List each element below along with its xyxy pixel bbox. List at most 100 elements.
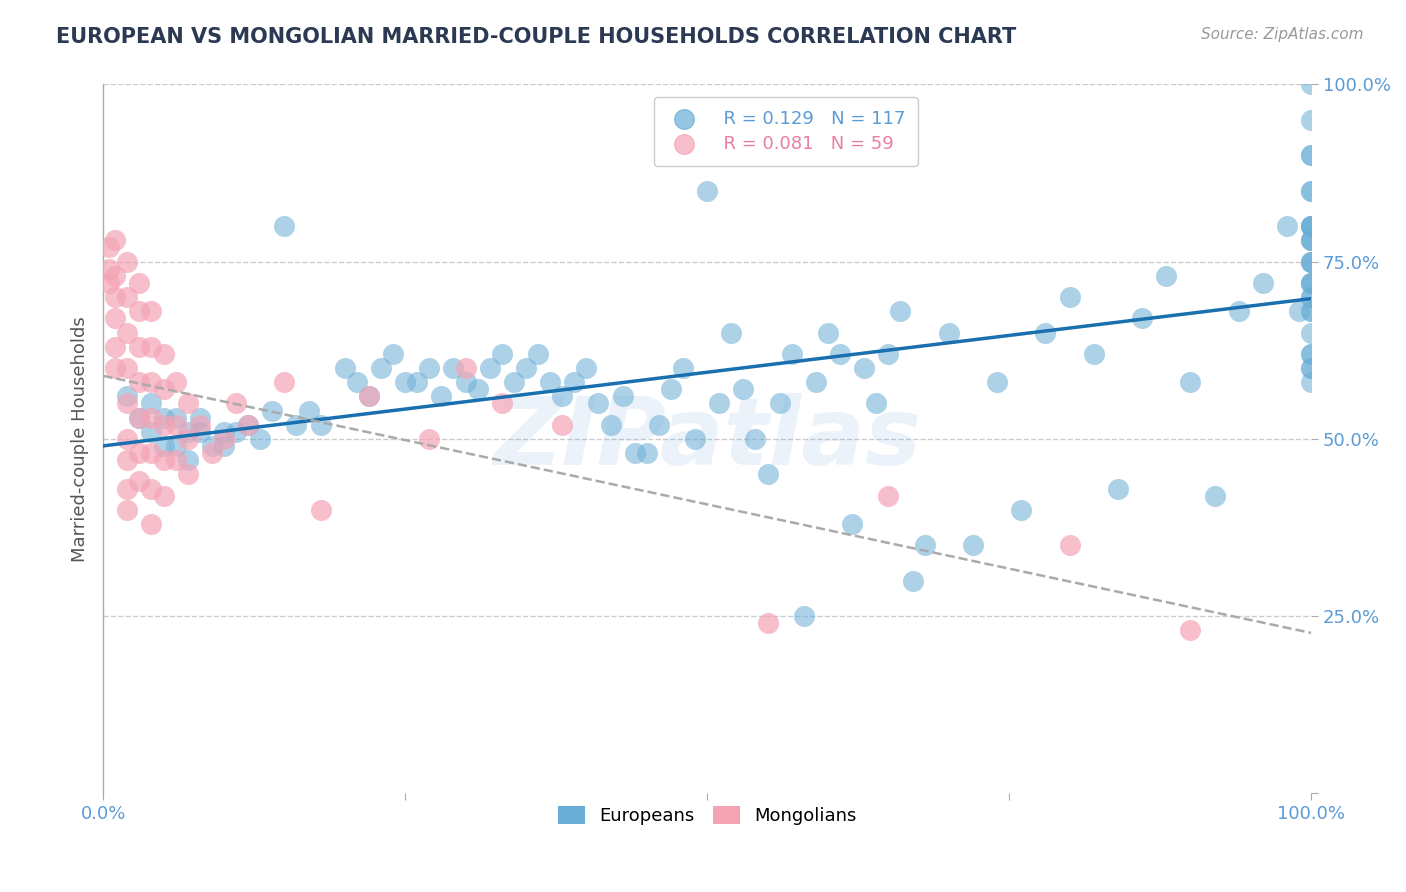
Point xyxy=(889,304,911,318)
Point xyxy=(141,304,163,318)
Point xyxy=(1301,219,1323,234)
Point xyxy=(309,417,332,432)
Point xyxy=(1180,624,1202,638)
Point xyxy=(117,290,139,304)
Point xyxy=(527,347,550,361)
Point xyxy=(188,417,211,432)
Point xyxy=(249,432,271,446)
Point xyxy=(1301,112,1323,127)
Point xyxy=(370,361,392,376)
Point xyxy=(696,184,718,198)
Point xyxy=(273,219,295,234)
Point xyxy=(562,375,585,389)
Point xyxy=(938,326,960,340)
Point xyxy=(309,503,332,517)
Point xyxy=(914,538,936,552)
Point xyxy=(454,361,477,376)
Point xyxy=(128,410,150,425)
Point xyxy=(636,446,658,460)
Point xyxy=(720,326,742,340)
Point xyxy=(1010,503,1032,517)
Point xyxy=(104,290,127,304)
Point xyxy=(188,410,211,425)
Point xyxy=(117,396,139,410)
Point xyxy=(236,417,259,432)
Point xyxy=(176,396,198,410)
Point xyxy=(780,347,803,361)
Point xyxy=(212,432,235,446)
Point xyxy=(176,425,198,439)
Point xyxy=(804,375,827,389)
Point xyxy=(128,340,150,354)
Point xyxy=(659,382,682,396)
Point xyxy=(128,475,150,489)
Point xyxy=(128,446,150,460)
Point xyxy=(744,432,766,446)
Point xyxy=(117,361,139,376)
Point xyxy=(201,439,224,453)
Point xyxy=(141,375,163,389)
Point xyxy=(1301,184,1323,198)
Point xyxy=(98,276,121,290)
Point xyxy=(1301,254,1323,268)
Point xyxy=(623,446,645,460)
Point xyxy=(1301,347,1323,361)
Point xyxy=(357,389,380,403)
Point xyxy=(793,609,815,624)
Point xyxy=(1301,148,1323,162)
Point xyxy=(1301,375,1323,389)
Point xyxy=(551,389,574,403)
Point xyxy=(1083,347,1105,361)
Point xyxy=(709,396,731,410)
Point xyxy=(1107,482,1129,496)
Point xyxy=(1180,375,1202,389)
Point xyxy=(430,389,453,403)
Point xyxy=(165,439,187,453)
Point xyxy=(128,375,150,389)
Point xyxy=(841,516,863,531)
Text: Source: ZipAtlas.com: Source: ZipAtlas.com xyxy=(1201,27,1364,42)
Point xyxy=(1301,304,1323,318)
Point xyxy=(104,340,127,354)
Point xyxy=(1301,290,1323,304)
Point xyxy=(176,453,198,467)
Point xyxy=(1301,361,1323,376)
Point xyxy=(212,425,235,439)
Point xyxy=(1301,234,1323,248)
Point xyxy=(141,340,163,354)
Point xyxy=(1301,234,1323,248)
Point xyxy=(648,417,671,432)
Point xyxy=(212,439,235,453)
Point xyxy=(588,396,610,410)
Point xyxy=(1059,538,1081,552)
Point xyxy=(1301,148,1323,162)
Point xyxy=(152,453,174,467)
Point xyxy=(117,432,139,446)
Point xyxy=(128,410,150,425)
Point xyxy=(1301,184,1323,198)
Point xyxy=(152,347,174,361)
Point xyxy=(599,417,621,432)
Point xyxy=(962,538,984,552)
Point xyxy=(756,467,779,482)
Y-axis label: Married-couple Households: Married-couple Households xyxy=(72,316,89,562)
Point xyxy=(1154,268,1177,283)
Point xyxy=(104,311,127,326)
Point xyxy=(683,432,706,446)
Point xyxy=(901,574,924,588)
Point xyxy=(357,389,380,403)
Point xyxy=(152,489,174,503)
Point xyxy=(491,396,513,410)
Point xyxy=(769,396,792,410)
Point xyxy=(176,467,198,482)
Point xyxy=(382,347,405,361)
Point xyxy=(128,304,150,318)
Point xyxy=(733,382,755,396)
Point xyxy=(828,347,851,361)
Point xyxy=(1301,234,1323,248)
Point xyxy=(1227,304,1250,318)
Point xyxy=(1301,290,1323,304)
Point xyxy=(104,268,127,283)
Point xyxy=(1301,304,1323,318)
Point xyxy=(817,326,839,340)
